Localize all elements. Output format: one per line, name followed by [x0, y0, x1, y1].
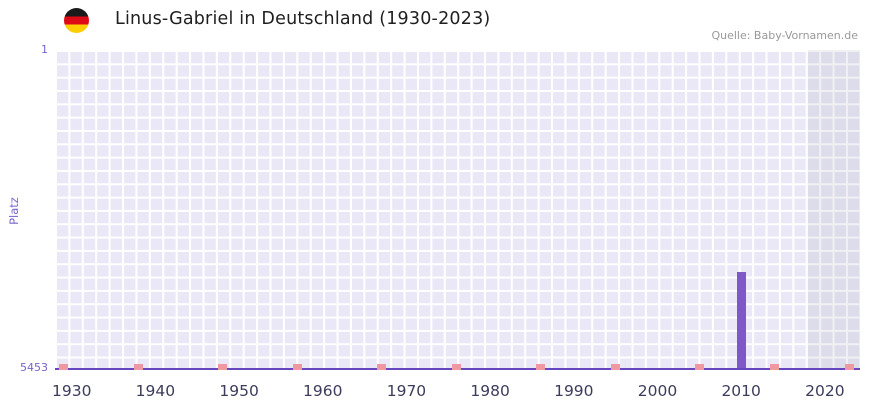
baseline-mark[interactable] [293, 364, 303, 370]
baseline-mark[interactable] [58, 364, 68, 370]
plot-area[interactable] [55, 50, 860, 370]
x-tick-label: 2010 [721, 382, 761, 400]
x-tick-label: 1970 [386, 382, 427, 400]
x-tick-label: 2020 [805, 382, 845, 400]
baseline-mark[interactable] [452, 364, 462, 370]
rank-bar[interactable] [736, 271, 746, 370]
x-axis-ticks: 1930 1940 1950 1960 1970 1980 1990 2000 2010 2020 [0, 376, 873, 404]
x-tick-label: 1980 [470, 382, 510, 400]
y-axis-title: Platz [7, 197, 21, 225]
y-tick-min-label: 5453 [20, 361, 48, 374]
baseline-mark[interactable] [611, 364, 621, 370]
baseline-mark[interactable] [770, 364, 780, 370]
x-tick-label: 1990 [554, 382, 594, 400]
x-tick-label: 1960 [303, 382, 343, 400]
y-tick-max-label: 1 [41, 43, 48, 56]
source-label: Quelle: Baby-Vornamen.de [711, 29, 858, 42]
german-flag-icon [64, 8, 89, 33]
x-tick-label: 1950 [219, 382, 259, 400]
baseline-mark[interactable] [376, 364, 386, 370]
baseline-mark[interactable] [535, 364, 545, 370]
baseline-mark[interactable] [134, 364, 144, 370]
x-tick-label: 2000 [637, 382, 678, 400]
baseline-mark[interactable] [694, 364, 704, 370]
x-tick-label: 1940 [135, 382, 176, 400]
page-title: Linus-Gabriel in Deutschland (1930-2023) [115, 9, 491, 29]
baseline-mark[interactable] [217, 364, 227, 370]
x-tick-label: 1930 [52, 382, 92, 400]
baseline-mark[interactable] [845, 364, 855, 370]
recent-years-band [808, 50, 860, 370]
